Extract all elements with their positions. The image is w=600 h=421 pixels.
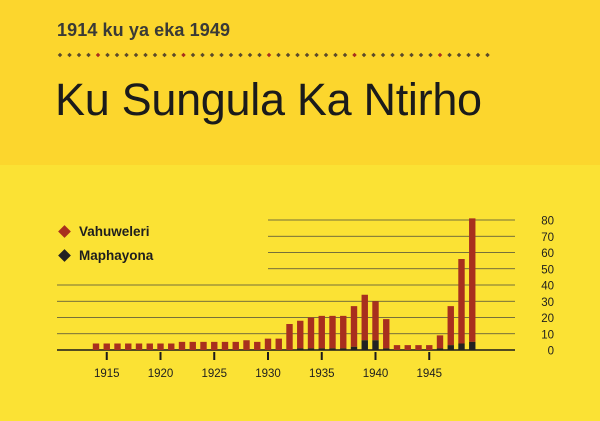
bar-vahuweleri-1927 xyxy=(232,341,239,350)
bar-vahuweleri-1928 xyxy=(243,340,250,350)
bar-vahuweleri-1946 xyxy=(436,335,444,349)
bar-vahuweleri-1919 xyxy=(146,343,153,350)
bar-vahuweleri-1939 xyxy=(361,294,368,341)
x-tick-label: 1945 xyxy=(416,368,442,380)
x-tick-label: 1920 xyxy=(148,368,174,380)
x-tick-label: 1935 xyxy=(309,368,335,380)
bar-vahuweleri-1930 xyxy=(264,338,272,350)
bar-vahuweleri-1933 xyxy=(297,320,304,349)
legend-item-maphayona: Maphayona xyxy=(56,244,153,266)
bar-maphayona-1940 xyxy=(372,340,379,350)
divider-dot xyxy=(57,52,63,58)
divider-dot xyxy=(95,52,101,58)
y-tick-label: 30 xyxy=(541,297,554,309)
bar-vahuweleri-1937 xyxy=(340,315,347,349)
y-tick-label: 40 xyxy=(541,281,554,293)
bar-vahuweleri-1932 xyxy=(286,324,293,350)
bar-vahuweleri-1925 xyxy=(211,341,218,350)
x-tick-mark xyxy=(374,352,377,360)
bar-maphayona-1941 xyxy=(383,348,390,350)
divider-dot xyxy=(67,52,72,58)
bar-vahuweleri-1934 xyxy=(307,317,315,349)
bar-vahuweleri-1922 xyxy=(178,341,186,350)
bar-vahuweleri-1929 xyxy=(254,341,261,350)
divider-dot xyxy=(105,52,110,58)
bar-vahuweleri-1931 xyxy=(275,338,282,350)
bar-vahuweleri-1943 xyxy=(404,345,411,350)
bar-maphayona-1934 xyxy=(307,348,315,350)
y-tick-label: 0 xyxy=(548,346,554,358)
y-tick-label: 70 xyxy=(541,232,554,244)
bar-maphayona-1933 xyxy=(297,348,304,350)
legend-item-vahuweleri: Vahuweleri xyxy=(56,220,153,242)
x-tick-label: 1930 xyxy=(255,368,281,380)
x-tick-mark xyxy=(267,352,269,360)
bar-vahuweleri-1918 xyxy=(135,343,143,350)
bar-maphayona-1936 xyxy=(329,348,336,350)
bar-vahuweleri-1948 xyxy=(458,259,465,344)
divider-dot xyxy=(114,52,120,58)
dotted-divider xyxy=(57,52,490,58)
bar-vahuweleri-1938 xyxy=(350,306,358,347)
x-tick-mark xyxy=(105,352,108,360)
bar-vahuweleri-1914 xyxy=(92,343,100,350)
bar-vahuweleri-1949 xyxy=(469,218,476,342)
legend-label-vahuweleri: Vahuweleri xyxy=(79,223,150,239)
bar-vahuweleri-1941 xyxy=(383,319,390,349)
bar-vahuweleri-1940 xyxy=(372,301,379,341)
x-tick-label: 1915 xyxy=(94,368,120,380)
y-tick-label: 50 xyxy=(541,264,554,276)
y-tick-label: 80 xyxy=(541,216,554,228)
y-tick-label: 10 xyxy=(541,329,554,341)
header-band xyxy=(0,0,600,165)
chart-legend: Vahuweleri Maphayona xyxy=(56,220,153,268)
x-tick-label: 1940 xyxy=(363,368,389,380)
bar-vahuweleri-1942 xyxy=(393,345,401,350)
x-tick-mark xyxy=(428,352,431,360)
y-tick-label: 60 xyxy=(541,248,554,260)
bar-vahuweleri-1921 xyxy=(168,343,175,350)
bar-maphayona-1935 xyxy=(318,348,325,350)
bar-maphayona-1947 xyxy=(447,345,454,350)
chart-subtitle: 1914 ku ya eka 1949 xyxy=(57,20,231,40)
bar-maphayona-1949 xyxy=(469,341,476,350)
x-tick-mark xyxy=(159,352,162,360)
bar-maphayona-1948 xyxy=(458,343,465,350)
bar-vahuweleri-1916 xyxy=(114,343,121,350)
legend-label-maphayona: Maphayona xyxy=(79,247,154,263)
bar-vahuweleri-1935 xyxy=(318,315,325,349)
bar-maphayona-1939 xyxy=(361,340,368,350)
bar-vahuweleri-1947 xyxy=(447,306,454,346)
divider-dot xyxy=(124,52,129,58)
bar-vahuweleri-1936 xyxy=(329,315,336,349)
divider-dot xyxy=(86,52,91,58)
x-tick-label: 1925 xyxy=(201,368,227,380)
bar-vahuweleri-1926 xyxy=(221,341,229,350)
divider-dot xyxy=(76,52,82,58)
x-tick-mark xyxy=(213,352,216,360)
bar-vahuweleri-1920 xyxy=(157,343,164,350)
bar-maphayona-1946 xyxy=(436,348,444,350)
bar-vahuweleri-1915 xyxy=(103,343,110,350)
bar-maphayona-1937 xyxy=(340,348,347,350)
bar-vahuweleri-1917 xyxy=(125,343,132,350)
bar-vahuweleri-1944 xyxy=(415,345,422,350)
bar-vahuweleri-1923 xyxy=(189,341,196,350)
x-tick-mark xyxy=(320,352,323,360)
bar-maphayona-1938 xyxy=(350,346,358,350)
bar-vahuweleri-1945 xyxy=(426,345,433,350)
chart-title: Ku Sungula Ka Ntirho xyxy=(55,74,482,125)
bar-vahuweleri-1924 xyxy=(200,341,207,350)
y-tick-label: 20 xyxy=(541,313,554,325)
